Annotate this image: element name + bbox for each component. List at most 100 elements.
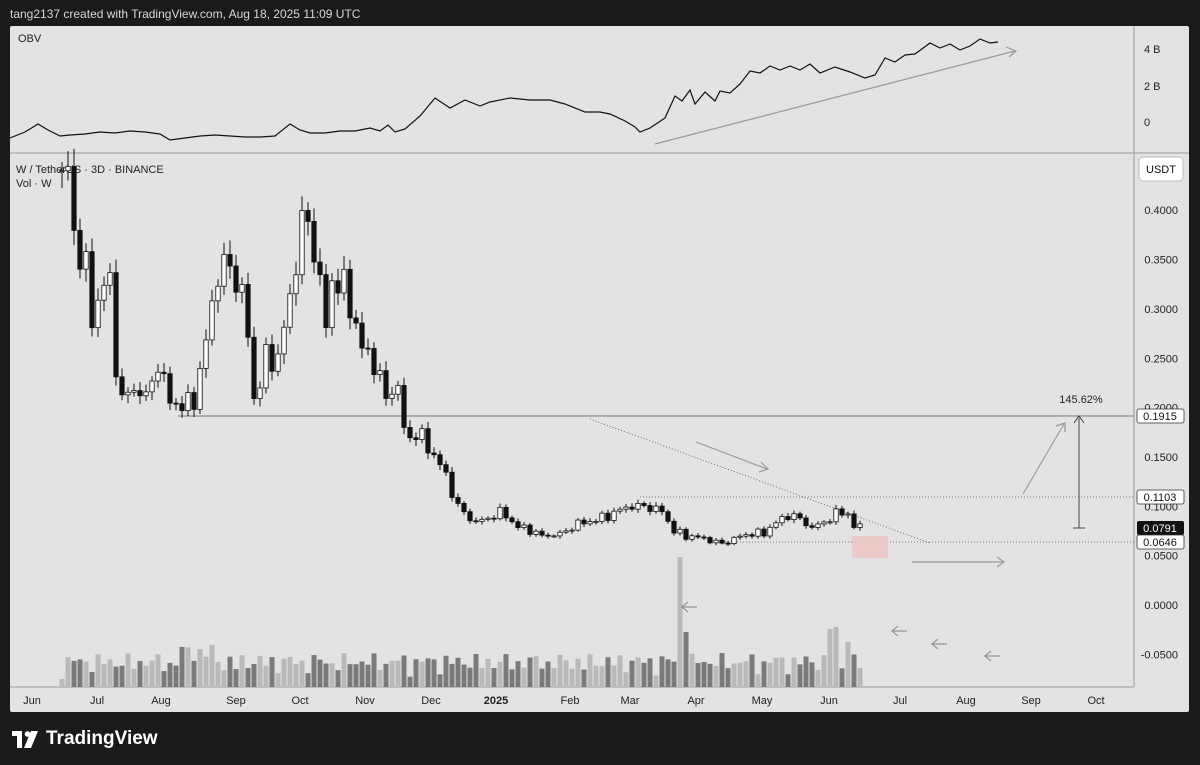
price-label-box[interactable]	[1136, 408, 1185, 424]
currency-badge[interactable]	[1138, 156, 1184, 182]
volume-bar	[161, 671, 167, 687]
volume-bar	[101, 664, 107, 687]
candle-body	[617, 508, 623, 512]
candle-body	[761, 528, 767, 537]
candle-body	[629, 506, 635, 510]
candle-body	[695, 535, 701, 538]
candle-body	[227, 254, 233, 267]
volume-bar	[437, 674, 443, 687]
volume-bar	[443, 655, 449, 687]
volume-bar	[251, 664, 257, 687]
candle-body	[371, 348, 377, 375]
volume-bar	[563, 660, 569, 687]
price-label: 0.1103	[1144, 492, 1177, 504]
candle-body	[119, 376, 125, 396]
candle-body	[491, 517, 497, 520]
candle-body	[107, 272, 113, 286]
time-axis: Jun Jul Aug Sep Oct Nov Dec 2025 Feb Mar Apr May Jun…	[23, 695, 1104, 707]
price-label-box[interactable]	[1136, 534, 1185, 550]
time-tick-label: Aug	[151, 695, 171, 707]
volume-bar	[137, 660, 143, 687]
obv-tick: 0	[1144, 117, 1150, 129]
volume-bar	[713, 665, 719, 687]
candle-body	[239, 284, 245, 293]
time-tick-label: Dec	[421, 695, 441, 707]
candle-body	[137, 390, 143, 397]
volume-bar	[401, 655, 407, 687]
volume-bar	[269, 657, 275, 687]
candle-body	[821, 521, 827, 525]
candle-body	[461, 503, 467, 513]
volume-bar	[353, 664, 359, 687]
candle-body	[533, 530, 539, 535]
candle-body	[635, 503, 641, 510]
volume-bar	[239, 655, 245, 687]
candle-body	[149, 380, 155, 393]
volume-bar	[605, 657, 611, 687]
candle-body	[563, 530, 569, 533]
volume-bar	[317, 659, 323, 687]
last-price-label-box[interactable]	[1137, 521, 1184, 535]
volume-bar	[617, 655, 623, 687]
volume-bar	[593, 665, 599, 687]
candle-body	[113, 272, 119, 378]
volume-bar	[107, 659, 113, 687]
candle-body	[311, 221, 317, 263]
volume-bar	[665, 659, 671, 687]
candle-body	[359, 322, 365, 349]
volume-bar	[827, 629, 833, 687]
candle-body	[569, 529, 575, 532]
price-label-box[interactable]	[1136, 489, 1185, 505]
candle-body	[275, 353, 281, 372]
candle-body	[449, 471, 455, 498]
time-tick-label: Nov	[355, 695, 375, 707]
candle-body	[599, 512, 605, 522]
volume-bar	[227, 656, 233, 687]
candle-body	[455, 497, 461, 504]
volume-bar	[77, 659, 83, 687]
volume-bar	[779, 657, 785, 687]
time-tick-label: Jun	[820, 695, 838, 707]
volume-bar	[647, 658, 653, 687]
volume-bar	[773, 657, 779, 687]
volume-bar	[833, 627, 839, 687]
candle-body	[485, 517, 491, 520]
volume-bar	[857, 668, 863, 687]
candle-body	[665, 511, 671, 522]
sideways-arrowhead	[996, 556, 1006, 568]
volume-bar	[257, 655, 263, 687]
time-tick-label: Jul	[90, 695, 104, 707]
time-tick-label: Oct	[1087, 695, 1104, 707]
candle-body	[581, 519, 587, 525]
volume-bar	[65, 657, 71, 687]
candle-body	[497, 506, 503, 520]
price-label: 0.0646	[1143, 537, 1177, 549]
tradingview-brand[interactable]: TradingView	[12, 728, 158, 750]
time-tick-label: Jul	[893, 695, 907, 707]
volume-bar	[131, 668, 137, 687]
candle-body	[827, 521, 833, 524]
candle-body	[671, 520, 677, 534]
volume-bar	[143, 665, 149, 687]
volume-bar	[293, 663, 299, 687]
time-tick-label: Sep	[1021, 695, 1041, 707]
time-tick-label: Feb	[561, 695, 580, 707]
candle-body	[425, 428, 431, 454]
chart-panel[interactable]: OBV 4 B 2 B 0 W / TetherUS · 3D · BINANC…	[10, 26, 1189, 712]
volume-bar	[641, 662, 647, 687]
candle-body	[245, 284, 251, 338]
time-tick-label: Sep	[226, 695, 246, 707]
candle-body	[347, 268, 353, 319]
candle-body	[191, 392, 197, 410]
obv-tick: 2 B	[1144, 81, 1161, 93]
volume-bar	[425, 658, 431, 687]
price-tick-label: 0.3500	[1144, 255, 1178, 267]
candle-body	[173, 402, 179, 405]
candle-body	[383, 370, 389, 399]
volume-bar	[347, 664, 353, 687]
candle-body	[575, 519, 581, 531]
volume-bar	[197, 649, 203, 687]
volume-bar	[557, 654, 563, 687]
volume-bar	[419, 661, 425, 687]
chart-svg[interactable]: OBV 4 B 2 B 0 W / TetherUS · 3D · BINANC…	[10, 26, 1189, 712]
